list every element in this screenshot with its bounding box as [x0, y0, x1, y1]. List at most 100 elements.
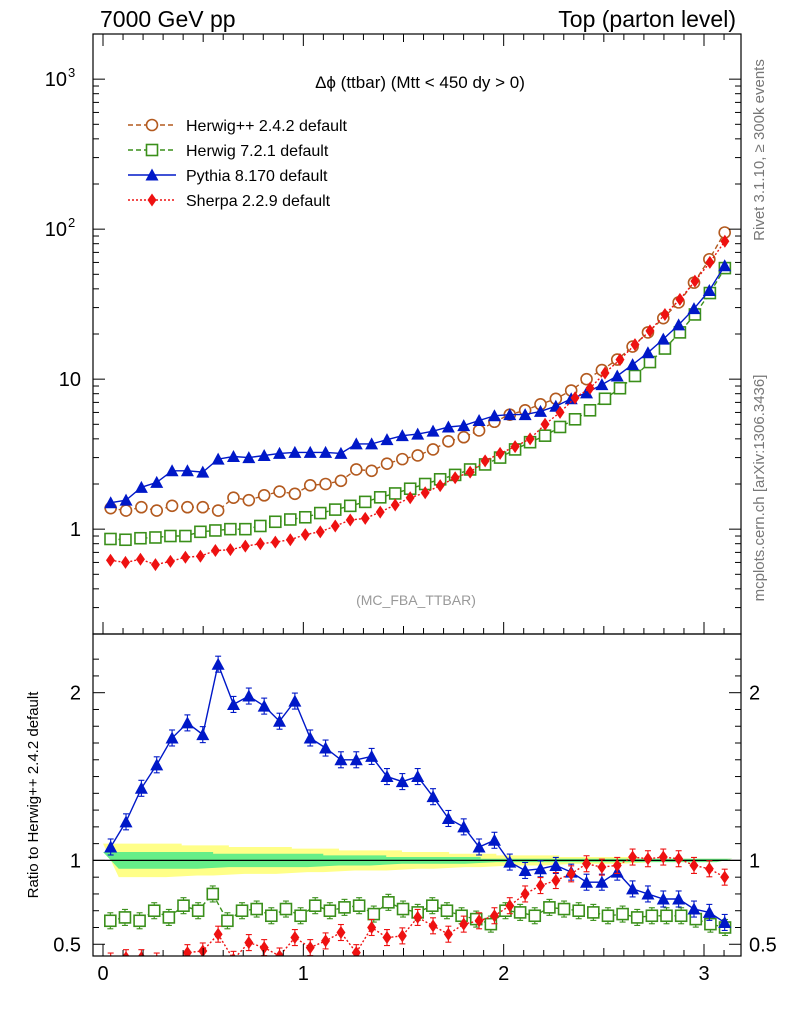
ratio-data-point: [643, 852, 653, 866]
main-data-point: [119, 533, 132, 547]
legend-label: Pythia 8.170 default: [186, 168, 328, 185]
ratio-data-point: [411, 770, 425, 783]
main-series-sherpa-2-2-9-default: [105, 234, 730, 572]
main-data-point: [270, 535, 280, 549]
main-data-point: [349, 437, 363, 450]
main-data-point: [149, 531, 162, 544]
ratio-data-point: [147, 904, 161, 918]
main-data-point: [165, 464, 179, 477]
main-data-point: [568, 412, 582, 426]
ratio-data-point: [543, 901, 556, 914]
main-data-point: [181, 500, 194, 514]
ratio-data-point: [533, 862, 547, 875]
main-data-point: [630, 338, 640, 352]
legend-item-herwig-2-4-2-default: Herwig++ 2.4.2 default: [128, 118, 348, 135]
ratio-data-point: [221, 914, 234, 928]
main-data-point: [343, 499, 357, 513]
ratio-data-point: [119, 815, 133, 828]
ratio-data-point: [499, 904, 512, 918]
main-data-point: [273, 446, 287, 459]
ratio-data-point: [259, 941, 269, 955]
main-data-point: [179, 529, 192, 543]
main-data-point: [303, 445, 317, 458]
main-data-point: [194, 525, 207, 539]
main-data-point: [373, 491, 387, 504]
ratio-data-point: [206, 887, 220, 901]
main-series-line: [110, 267, 726, 541]
main-data-point: [224, 522, 237, 536]
ratio-data-point: [704, 917, 717, 931]
main-data-point: [288, 487, 302, 501]
legend-marker: [145, 168, 159, 181]
ratio-data-point: [273, 714, 287, 727]
ratio-data-point: [382, 931, 392, 945]
main-data-point: [705, 255, 715, 269]
ratio-data-point: [641, 887, 655, 900]
ratio-panel-frame: [92, 633, 742, 957]
main-data-point: [119, 493, 133, 506]
ratio-data-point: [702, 905, 716, 918]
main-data-point: [660, 307, 670, 321]
ratio-data-point: [321, 934, 331, 948]
main-data-point: [134, 531, 147, 545]
ratio-data-point: [336, 926, 346, 940]
main-data-point: [675, 292, 685, 306]
main-data-point: [641, 346, 655, 359]
ratio-data-point: [150, 758, 164, 771]
main-data-point: [658, 342, 672, 355]
main-data-point: [257, 448, 271, 461]
ratio-data-point: [396, 902, 410, 916]
ratio-data-point: [443, 927, 453, 941]
main-data-point: [334, 474, 348, 488]
main-data-point: [150, 504, 164, 517]
legend-label: Herwig++ 2.4.2 default: [186, 118, 348, 135]
ratio-data-point: [308, 899, 322, 912]
ratio-data-point: [689, 858, 699, 872]
legend-item-pythia-8-170-default: Pythia 8.170 default: [128, 168, 328, 185]
header-right-label: Top (parton level): [558, 6, 736, 32]
ratio-data-point: [395, 775, 409, 788]
main-data-point: [211, 504, 225, 517]
ratio-y-tick-label-right: 0.5: [749, 934, 777, 956]
ratio-data-point: [582, 857, 592, 871]
ratio-data-point: [426, 899, 439, 912]
ratio-data-point: [118, 911, 132, 924]
main-data-point: [180, 550, 190, 564]
main-data-point: [411, 449, 424, 462]
main-data-point: [135, 552, 145, 566]
ratio-data-point: [242, 689, 256, 702]
main-data-point: [405, 491, 415, 505]
ratio-y-tick-label-left: 2: [70, 683, 81, 705]
ratio-data-point: [138, 951, 145, 956]
ratio-data-point: [349, 753, 363, 766]
ratio-data-point: [687, 902, 701, 915]
legend-label: Sherpa 2.2.9 default: [186, 193, 331, 210]
ratio-data-point: [257, 699, 271, 712]
ratio-data-point: [382, 896, 395, 909]
main-data-point: [610, 369, 624, 382]
ratio-data-point: [595, 875, 609, 888]
main-data-point: [288, 445, 302, 458]
ratio-y-tick-label-left: 1: [70, 850, 81, 872]
main-data-point: [598, 392, 612, 406]
main-data-point: [510, 440, 520, 454]
ratio-data-point: [720, 870, 730, 884]
ratio-data-point: [413, 910, 423, 924]
main-data-point: [211, 452, 225, 465]
main-data-point: [553, 420, 567, 434]
main-data-point: [196, 465, 210, 478]
ratio-data-point: [213, 927, 223, 941]
main-series-line: [110, 240, 726, 566]
ratio-data-point: [674, 852, 684, 866]
main-data-point: [672, 318, 686, 331]
ratio-data-point: [612, 858, 622, 872]
main-data-point: [600, 366, 610, 380]
ratio-data-point: [352, 899, 366, 912]
main-data-point: [225, 543, 235, 557]
main-data-point: [104, 532, 117, 546]
main-data-point: [227, 491, 240, 505]
ratio-data-point: [162, 911, 176, 924]
legend-marker: [147, 193, 157, 207]
ratio-data-point: [551, 874, 561, 888]
ratio-data-point: [672, 892, 686, 905]
